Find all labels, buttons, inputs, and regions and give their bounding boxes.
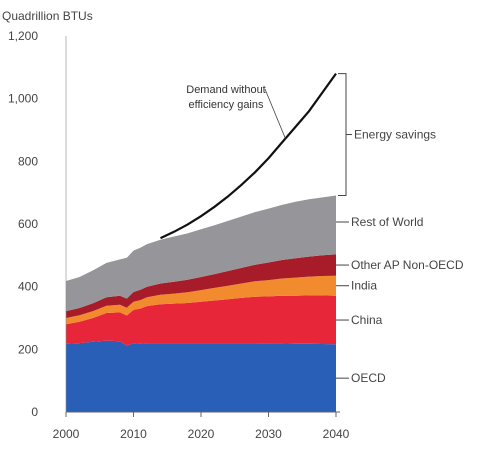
y-tick-label: 200 — [18, 342, 38, 356]
demand-annotation-leader — [264, 88, 286, 139]
x-tick-label: 2020 — [188, 427, 215, 441]
demand-annotation-line-2: efficiency gains — [188, 99, 264, 111]
demand-annotation-line-1: Demand without — [186, 84, 266, 96]
energy-savings-label: Energy savings — [354, 128, 436, 142]
demand-line-group — [160, 72, 337, 240]
annotations: Energy savings Demand without efficiency g… — [186, 73, 436, 196]
series-label: India — [351, 279, 377, 293]
y-tick-label: 400 — [18, 280, 38, 294]
area-other-ap-non-oecd — [66, 254, 336, 318]
y-tick-label: 1,000 — [8, 92, 38, 106]
y-tick-label: 1,200 — [8, 29, 38, 43]
area-india — [66, 275, 336, 325]
series-label: Other AP Non-OECD — [351, 258, 464, 272]
area-china — [66, 295, 336, 346]
energy-savings-bracket — [338, 73, 347, 196]
series-labels: OECD China India Other AP Non-OECD Rest of W… — [336, 215, 464, 385]
area-rest-of-world — [66, 195, 336, 312]
series-label: Rest of World — [351, 215, 423, 229]
y-tick-label: 800 — [18, 154, 38, 168]
axes: 2000 2010 2020 2030 2040 — [53, 36, 350, 441]
x-tick-label: 2040 — [323, 427, 350, 441]
y-axis-ticks: 0 200 400 600 800 1,000 1,200 — [8, 29, 38, 419]
y-axis-title: Quadrillion BTUs — [2, 9, 93, 23]
y-tick-label: 0 — [31, 405, 38, 419]
y-tick-label: 600 — [18, 217, 38, 231]
demand-line — [160, 72, 337, 240]
x-tick-label: 2000 — [53, 427, 80, 441]
area-oecd — [66, 340, 336, 412]
series-label: China — [351, 313, 383, 327]
stacked-areas — [66, 195, 336, 412]
x-tick-label: 2030 — [255, 427, 282, 441]
x-tick-label: 2010 — [120, 427, 147, 441]
series-label: OECD — [351, 371, 386, 385]
